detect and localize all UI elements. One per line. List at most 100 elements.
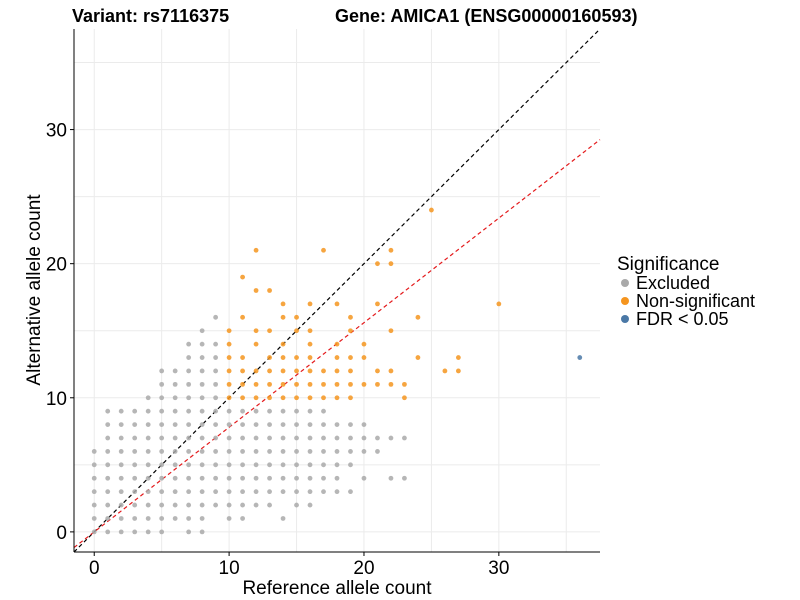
data-point — [429, 207, 434, 213]
data-point — [240, 274, 245, 280]
data-point — [307, 422, 313, 428]
data-point — [226, 381, 232, 387]
axis-ticks: 0 10 20 30 0 10 20 30 — [46, 121, 510, 579]
data-point — [145, 435, 151, 441]
data-point — [132, 435, 138, 441]
data-point — [145, 395, 151, 401]
data-point — [118, 462, 124, 468]
legend-title: Significance — [617, 254, 719, 275]
data-point — [105, 475, 111, 481]
data-point — [253, 368, 259, 374]
data-point — [375, 261, 380, 267]
data-point — [321, 475, 326, 481]
data-point — [361, 341, 367, 347]
data-point — [321, 381, 326, 387]
data-point — [348, 395, 353, 401]
data-point — [240, 381, 245, 387]
data-point — [361, 381, 367, 387]
data-point — [105, 422, 111, 428]
data-point — [240, 368, 245, 374]
data-point — [388, 261, 394, 267]
data-point — [294, 422, 299, 428]
data-point — [226, 328, 232, 334]
data-point — [132, 408, 138, 414]
data-point — [307, 462, 313, 468]
data-point — [334, 462, 340, 468]
data-point — [172, 435, 178, 441]
data-point — [321, 408, 326, 414]
data-point — [307, 475, 313, 481]
x-tick-label: 20 — [353, 558, 374, 579]
data-point — [496, 301, 502, 307]
data-point — [334, 301, 340, 307]
data-point — [375, 435, 380, 441]
data-point — [199, 395, 205, 401]
data-point — [267, 489, 272, 495]
data-point — [186, 395, 192, 401]
data-point — [280, 341, 286, 347]
data-point — [91, 475, 97, 481]
data-point — [240, 449, 245, 454]
data-point — [267, 328, 272, 334]
data-point — [145, 502, 151, 508]
data-point — [294, 475, 299, 481]
data-point — [91, 529, 97, 535]
data-point — [307, 381, 313, 387]
data-point — [226, 489, 232, 495]
data-point — [186, 529, 192, 535]
data-point — [294, 381, 299, 387]
data-point — [186, 422, 192, 428]
data-point — [240, 489, 245, 495]
data-point — [118, 502, 124, 508]
data-point — [226, 475, 232, 481]
data-point — [132, 502, 138, 508]
data-point — [145, 529, 151, 535]
data-point — [321, 247, 326, 253]
data-point — [172, 381, 178, 387]
y-axis-title: Alternative allele count — [24, 194, 45, 386]
data-point — [132, 475, 138, 481]
data-point — [307, 502, 313, 508]
data-point — [118, 422, 124, 428]
data-point — [334, 489, 340, 495]
data-point — [132, 449, 138, 454]
data-point — [159, 489, 165, 495]
legend: Significance ExcludedNon-significantFDR … — [617, 254, 755, 329]
data-point — [213, 449, 219, 454]
data-point — [159, 422, 165, 428]
data-point — [118, 529, 124, 535]
data-point — [307, 341, 313, 347]
data-point — [253, 328, 259, 334]
data-point — [348, 355, 353, 360]
data-point — [388, 368, 394, 374]
data-point — [321, 489, 326, 495]
data-point — [280, 314, 286, 320]
data-point — [172, 516, 178, 521]
data-point — [159, 502, 165, 508]
data-point — [186, 435, 192, 441]
data-point — [334, 435, 340, 441]
data-point — [253, 422, 259, 428]
data-point — [186, 355, 192, 360]
data-point — [267, 449, 272, 454]
data-point — [132, 489, 138, 495]
data-point — [240, 408, 245, 414]
data-point — [280, 395, 286, 401]
data-point — [199, 435, 205, 441]
series-excluded — [91, 314, 407, 535]
data-point — [91, 449, 97, 454]
data-point — [388, 247, 394, 253]
data-point — [348, 422, 353, 428]
data-point — [307, 355, 313, 360]
data-point — [159, 395, 165, 401]
data-point — [294, 368, 299, 374]
data-point — [280, 355, 286, 360]
data-point — [172, 462, 178, 468]
data-point — [267, 395, 272, 401]
data-point — [361, 449, 367, 454]
data-point — [213, 408, 219, 414]
data-point — [253, 408, 259, 414]
data-point — [145, 516, 151, 521]
identity-line — [73, 28, 601, 553]
